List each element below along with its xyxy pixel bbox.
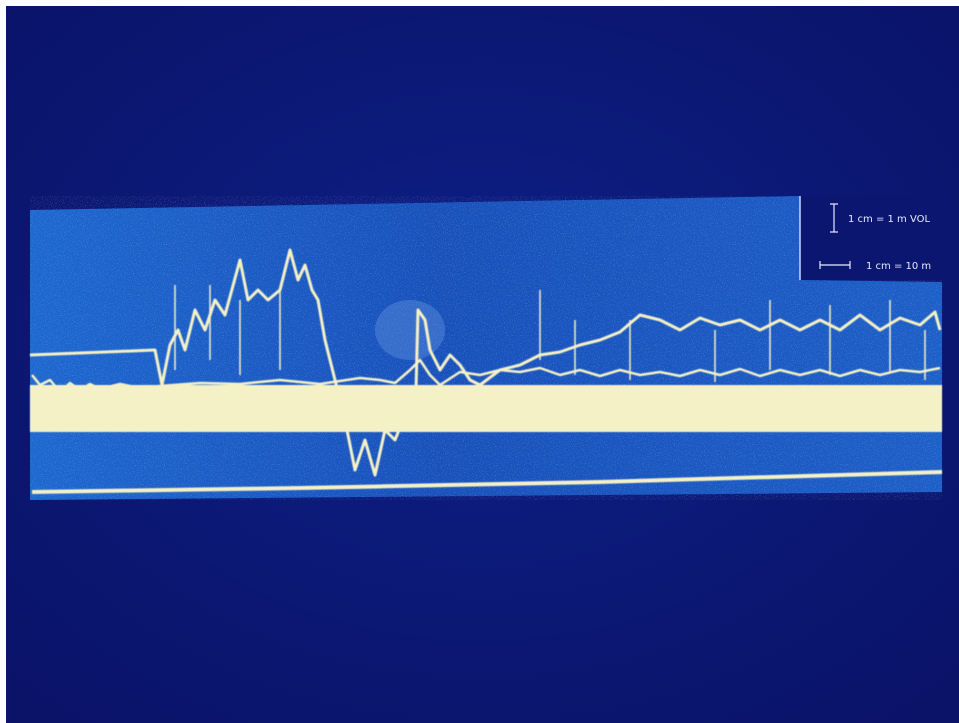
slide: 1 cm = 1 m VOL 1 cm = 10 m (0, 0, 959, 723)
vertical-scale-label: 1 cm = 1 m VOL (848, 214, 931, 225)
scale-legend: 1 cm = 1 m VOL 1 cm = 10 m (800, 196, 942, 280)
horizontal-scale-label: 1 cm = 10 m (866, 261, 931, 272)
